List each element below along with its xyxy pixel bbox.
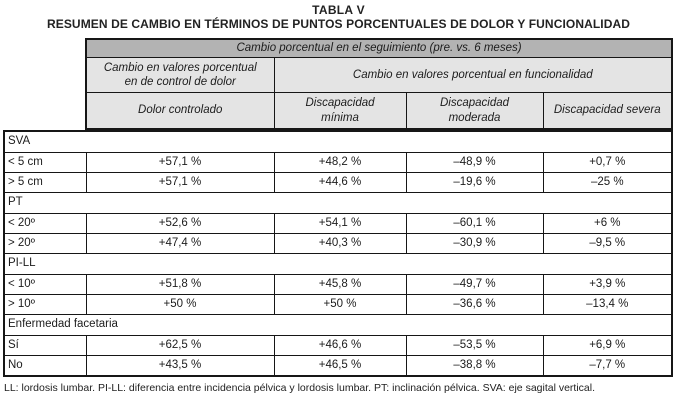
row-label: > 20º: [3, 233, 87, 254]
section-row-pt: PT: [3, 192, 673, 214]
table-header: Cambio porcentual en el seguimiento (pre…: [85, 38, 674, 130]
table-row: > 10º +50 % +50 % –36,6 % –13,4 %: [3, 294, 673, 315]
cell-value: +54,1 %: [273, 213, 407, 234]
header-row-top: Cambio porcentual en el seguimiento (pre…: [85, 38, 673, 58]
table-row: < 5 cm +57,1 % +48,2 % –48,9 % +0,7 %: [3, 152, 673, 173]
cell-value: +6 %: [542, 213, 673, 234]
cell-value: +3,9 %: [542, 274, 673, 295]
section-label: Enfermedad facetaria: [3, 314, 673, 336]
cell-value: –13,4 %: [542, 294, 673, 315]
cell-value: +62,5 %: [85, 335, 275, 356]
cell-value: –7,7 %: [542, 355, 673, 377]
table-row: < 10º +51,8 % +45,8 % –49,7 % +3,9 %: [3, 274, 673, 295]
cell-value: +46,5 %: [273, 355, 407, 377]
row-label: < 10º: [3, 274, 87, 295]
cell-value: +47,4 %: [85, 233, 275, 254]
cell-value: +57,1 %: [85, 172, 275, 193]
table-row: > 5 cm +57,1 % +44,6 % –19,6 % –25 %: [3, 172, 673, 193]
cell-value: +46,6 %: [273, 335, 407, 356]
section-label: SVA: [3, 130, 673, 153]
header-row-groups: Cambio en valores porcentual en de contr…: [85, 57, 673, 93]
header-spanner: Cambio porcentual en el seguimiento (pre…: [85, 38, 673, 58]
column-header-dolor-controlado: Dolor controlado: [85, 92, 275, 130]
cell-value: +0,7 %: [542, 152, 673, 173]
header-group-functionality: Cambio en valores porcentual en funciona…: [273, 57, 673, 93]
row-label: < 20º: [3, 213, 87, 234]
data-table: SVA < 5 cm +57,1 % +48,2 % –48,9 % +0,7 …: [3, 130, 674, 377]
cell-value: –49,7 %: [405, 274, 544, 295]
cell-value: +40,3 %: [273, 233, 407, 254]
cell-value: –48,9 %: [405, 152, 544, 173]
column-header-discapacidad-minima: Discapacidad mínima: [273, 92, 407, 130]
cell-value: –38,8 %: [405, 355, 544, 377]
header-row-columns: Dolor controlado Discapacidad mínima Dis…: [85, 92, 673, 130]
cell-value: +52,6 %: [85, 213, 275, 234]
cell-value: +50 %: [85, 294, 275, 315]
row-label: > 10º: [3, 294, 87, 315]
section-row-pill: PI-LL: [3, 253, 673, 275]
cell-value: +57,1 %: [85, 152, 275, 173]
table-footnote: LL: lordosis lumbar. PI-LL: diferencia e…: [4, 382, 596, 394]
row-label: < 5 cm: [3, 152, 87, 173]
cell-value: –19,6 %: [405, 172, 544, 193]
row-label: > 5 cm: [3, 172, 87, 193]
cell-value: +45,8 %: [273, 274, 407, 295]
cell-value: –30,9 %: [405, 233, 544, 254]
section-row-enfermedad-facetaria: Enfermedad facetaria: [3, 314, 673, 336]
cell-value: +50 %: [273, 294, 407, 315]
cell-value: –53,5 %: [405, 335, 544, 356]
header-group-pain: Cambio en valores porcentual en de contr…: [85, 57, 275, 93]
table-row: No +43,5 % +46,5 % –38,8 % –7,7 %: [3, 355, 673, 377]
column-header-discapacidad-moderada: Discapacidad moderada: [405, 92, 544, 130]
table-row: Sí +62,5 % +46,6 % –53,5 % +6,9 %: [3, 335, 673, 356]
row-label: No: [3, 355, 87, 377]
cell-value: +48,2 %: [273, 152, 407, 173]
section-row-sva: SVA: [3, 130, 673, 153]
section-label: PT: [3, 192, 673, 214]
cell-value: +43,5 %: [85, 355, 275, 377]
cell-value: +6,9 %: [542, 335, 673, 356]
table-subtitle: RESUMEN DE CAMBIO EN TÉRMINOS DE PUNTOS …: [46, 17, 631, 31]
table-row: > 20º +47,4 % +40,3 % –30,9 % –9,5 %: [3, 233, 673, 254]
cell-value: +44,6 %: [273, 172, 407, 193]
cell-value: –9,5 %: [542, 233, 673, 254]
section-label: PI-LL: [3, 253, 673, 275]
cell-value: –36,6 %: [405, 294, 544, 315]
table-number-title: TABLA V: [312, 3, 365, 17]
table-row: < 20º +52,6 % +54,1 % –60,1 % +6 %: [3, 213, 673, 234]
cell-value: –25 %: [542, 172, 673, 193]
column-header-discapacidad-severa: Discapacidad severa: [542, 92, 673, 130]
row-label: Sí: [3, 335, 87, 356]
cell-value: –60,1 %: [405, 213, 544, 234]
cell-value: +51,8 %: [85, 274, 275, 295]
